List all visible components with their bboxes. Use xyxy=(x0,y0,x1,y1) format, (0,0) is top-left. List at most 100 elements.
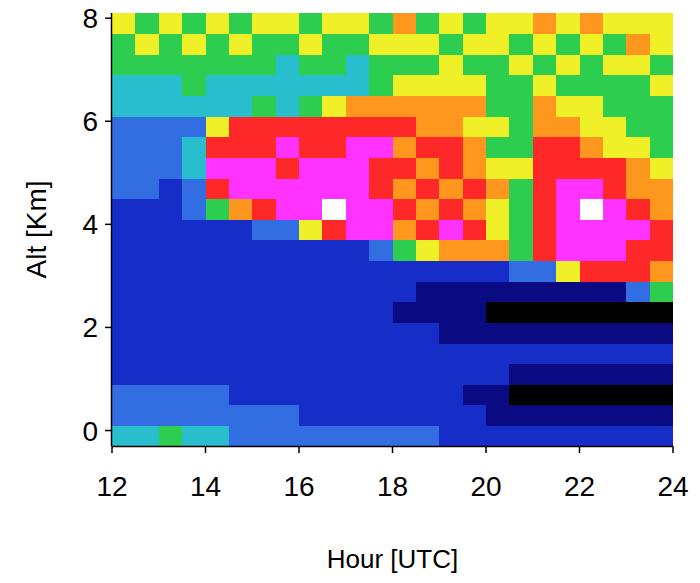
heat-cell xyxy=(252,260,276,281)
heat-cell xyxy=(393,13,417,34)
heat-cell xyxy=(393,137,417,158)
heat-cell xyxy=(159,219,183,240)
heat-cell xyxy=(369,260,393,281)
heat-cell xyxy=(369,405,393,426)
heat-cell xyxy=(135,322,159,343)
heat-cell xyxy=(112,116,136,137)
y-tick-label: 4 xyxy=(82,209,98,240)
heat-cell xyxy=(626,364,650,385)
heat-cell xyxy=(393,260,417,281)
heat-cell xyxy=(416,95,440,116)
heat-cell xyxy=(206,95,230,116)
heat-cell xyxy=(112,425,136,446)
heat-cell xyxy=(206,240,230,261)
heat-cell xyxy=(276,34,300,55)
heat-cell xyxy=(603,13,627,34)
heat-cell xyxy=(486,405,510,426)
heat-cell xyxy=(556,13,580,34)
heat-cell xyxy=(603,322,627,343)
heat-cell xyxy=(556,137,580,158)
heat-cell xyxy=(112,75,136,96)
heat-cell xyxy=(580,302,604,323)
heat-cell xyxy=(533,178,557,199)
heat-cell xyxy=(556,260,580,281)
heat-cell xyxy=(650,260,673,281)
heat-cell xyxy=(486,95,510,116)
heat-cell xyxy=(299,384,323,405)
heat-cell xyxy=(159,75,183,96)
heat-cell xyxy=(206,281,230,302)
heat-cell xyxy=(439,157,463,178)
heat-cell xyxy=(650,405,673,426)
heat-cell xyxy=(603,240,627,261)
heat-cell xyxy=(135,281,159,302)
heat-cell xyxy=(112,54,136,75)
heat-cell xyxy=(556,302,580,323)
heat-cell xyxy=(650,240,673,261)
heat-cell xyxy=(206,54,230,75)
heat-cell xyxy=(486,219,510,240)
heat-cell xyxy=(322,281,346,302)
heat-cell xyxy=(252,343,276,364)
heat-cell xyxy=(439,116,463,137)
heat-cell xyxy=(626,116,650,137)
heat-cell xyxy=(509,425,533,446)
heat-cell xyxy=(393,384,417,405)
heat-cell xyxy=(206,178,230,199)
heat-cell xyxy=(369,13,393,34)
heat-cell xyxy=(182,13,206,34)
heat-cell xyxy=(463,157,487,178)
heat-cell xyxy=(112,13,136,34)
heat-cell xyxy=(299,116,323,137)
heat-cell xyxy=(112,302,136,323)
heat-cell xyxy=(206,199,230,220)
heat-cell xyxy=(206,364,230,385)
heat-cell xyxy=(626,343,650,364)
x-tick-label: 16 xyxy=(283,471,314,502)
heat-cell xyxy=(603,405,627,426)
heat-cell xyxy=(346,54,370,75)
heat-cell xyxy=(603,95,627,116)
heat-cell xyxy=(393,116,417,137)
heat-cell xyxy=(626,34,650,55)
y-tick xyxy=(105,327,112,329)
heat-cell xyxy=(206,137,230,158)
heat-cell xyxy=(369,75,393,96)
heat-cell xyxy=(182,137,206,158)
heat-cell xyxy=(626,199,650,220)
heat-cell xyxy=(369,95,393,116)
heat-cell xyxy=(556,364,580,385)
heat-cell xyxy=(346,34,370,55)
heat-cell xyxy=(276,343,300,364)
heat-cell xyxy=(603,116,627,137)
heat-cell xyxy=(182,364,206,385)
heat-cell xyxy=(533,137,557,158)
heat-cell xyxy=(135,240,159,261)
heat-cell xyxy=(486,384,510,405)
heat-cell xyxy=(463,95,487,116)
heat-cell xyxy=(346,343,370,364)
heat-cell xyxy=(463,54,487,75)
heat-cell xyxy=(159,322,183,343)
heat-cell xyxy=(322,302,346,323)
heat-cell xyxy=(393,240,417,261)
heat-cell xyxy=(486,199,510,220)
heat-cell xyxy=(299,364,323,385)
heat-cell xyxy=(393,157,417,178)
heat-cell xyxy=(486,157,510,178)
heat-cell xyxy=(650,281,673,302)
heat-cell xyxy=(416,364,440,385)
heat-cell xyxy=(393,281,417,302)
heat-cell xyxy=(533,219,557,240)
heat-cell xyxy=(112,137,136,158)
heat-cell xyxy=(439,281,463,302)
heat-cell xyxy=(626,13,650,34)
heat-cell xyxy=(486,75,510,96)
heat-cell xyxy=(533,95,557,116)
heat-cell xyxy=(369,281,393,302)
heat-cell xyxy=(393,322,417,343)
heat-cell xyxy=(463,240,487,261)
heat-cell xyxy=(252,322,276,343)
heat-cell xyxy=(206,13,230,34)
heat-cell xyxy=(439,34,463,55)
